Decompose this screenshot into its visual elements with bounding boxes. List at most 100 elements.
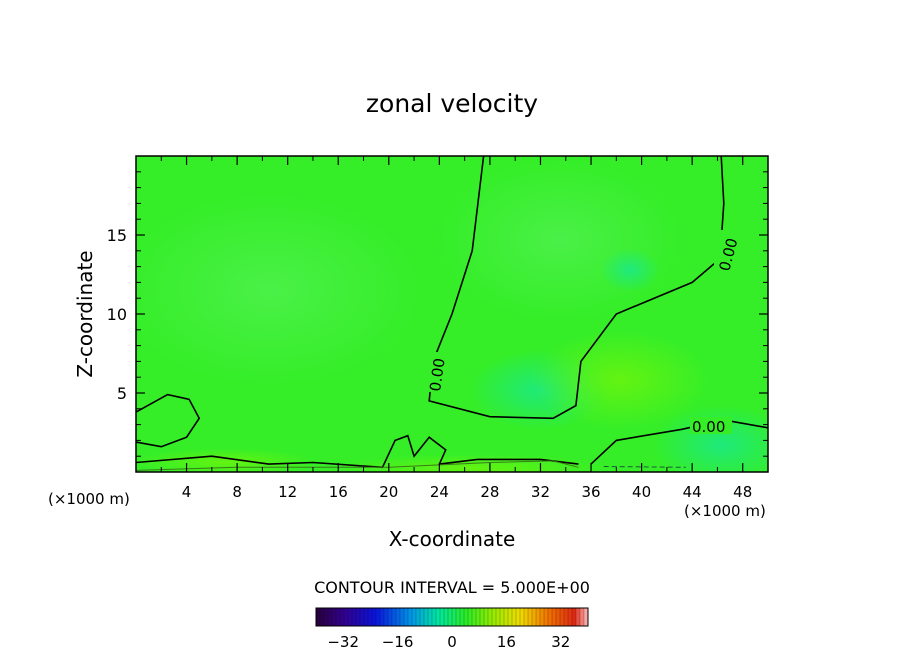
colorbar-cell	[572, 608, 577, 626]
colorbar-tick-label: −16	[382, 633, 414, 651]
colorbar-cell	[412, 608, 417, 626]
colorbar-cell	[344, 608, 349, 626]
x-unit-right: (×1000 m)	[684, 502, 766, 520]
colorbar-cell	[488, 608, 493, 626]
x-axis-label: X-coordinate	[389, 527, 516, 551]
x-tick-label: 4	[182, 483, 192, 501]
zero-contour	[136, 393, 201, 448]
colorbar-cell	[356, 608, 361, 626]
colorbar-cell	[336, 608, 341, 626]
colorbar-cell	[520, 608, 525, 626]
colorbar-cell	[340, 608, 345, 626]
colorbar-cell	[560, 608, 565, 626]
y-tick-label: 10	[107, 305, 127, 324]
field-patch-negative	[600, 248, 660, 292]
plot-area	[136, 156, 768, 472]
colorbar-cell	[368, 608, 373, 626]
colorbar-cell	[492, 608, 497, 626]
colorbar-cell	[452, 608, 457, 626]
colorbar-cell	[324, 608, 329, 626]
x-tick-label: 40	[632, 483, 651, 501]
colorbar-cell	[384, 608, 389, 626]
colorbar-cell	[420, 608, 425, 626]
contour-label: 0.00	[692, 418, 725, 436]
colorbar-cell	[532, 608, 537, 626]
colorbar-cell	[568, 608, 573, 626]
colorbar-cell	[388, 608, 393, 626]
colorbar-cell	[428, 608, 433, 626]
colorbar-tick-label: 32	[551, 633, 570, 651]
colorbar-cell	[416, 608, 421, 626]
field-patch-light	[136, 195, 420, 385]
field-patch-positive	[530, 330, 710, 430]
x-tick-label: 8	[232, 483, 242, 501]
colorbar-cell	[348, 608, 353, 626]
x-tick-label: 44	[683, 483, 702, 501]
field-patch-light	[440, 160, 680, 320]
x-tick-label: 16	[329, 483, 348, 501]
colorbar-cell	[448, 608, 453, 626]
colorbar-tick-label: 0	[447, 633, 457, 651]
colorbar-cell	[316, 608, 321, 626]
colorbar-cell	[460, 608, 465, 626]
contour-label-bg	[714, 230, 732, 272]
colorbar-cell	[484, 608, 489, 626]
field-patch-positive	[330, 454, 610, 472]
x-tick-label: 32	[531, 483, 550, 501]
x-tick-label: 28	[480, 483, 499, 501]
y-tick-label: 15	[107, 226, 127, 245]
colorbar-tick-label: 16	[497, 633, 516, 651]
x-tick-label: 24	[430, 483, 449, 501]
colorbar-cell	[512, 608, 517, 626]
colorbar-cell	[584, 608, 589, 626]
y-tick-label: 5	[117, 384, 127, 403]
colorbar-cell	[456, 608, 461, 626]
colorbar-cell	[320, 608, 325, 626]
colorbar-cell	[540, 608, 545, 626]
colorbar-cell	[496, 608, 501, 626]
field-patch-negative	[652, 405, 768, 472]
contour-lines	[136, 156, 768, 471]
colorbar-cell	[444, 608, 449, 626]
colorbar-cell	[328, 608, 333, 626]
colorbar-cell	[404, 608, 409, 626]
colorbar-cell	[468, 608, 473, 626]
x-tick-label: 36	[581, 483, 600, 501]
colorbar-cell	[516, 608, 521, 626]
colorbar-cell	[372, 608, 377, 626]
colorbar-cell	[536, 608, 541, 626]
colorbar-cell	[364, 608, 369, 626]
colorbar-cell	[408, 608, 413, 626]
colorbar-cell	[480, 608, 485, 626]
colorbar-frame	[315, 607, 589, 627]
colorbar	[315, 607, 589, 627]
colorbar-cell	[392, 608, 397, 626]
x-tick-label: 48	[733, 483, 752, 501]
colorbar-tick-label: −32	[327, 633, 359, 651]
colorbar-cell	[464, 608, 469, 626]
x-tick-label: 20	[379, 483, 398, 501]
colorbar-cell	[576, 608, 581, 626]
zero-contour	[590, 419, 768, 465]
colorbar-cell	[396, 608, 401, 626]
colorbar-cell	[440, 608, 445, 626]
colorbar-cell	[332, 608, 337, 626]
negative-contour	[603, 466, 686, 468]
colorbar-cell	[476, 608, 481, 626]
colorbar-cell	[552, 608, 557, 626]
colorbar-cell	[376, 608, 381, 626]
colorbar-cell	[352, 608, 357, 626]
colorbar-cell	[400, 608, 405, 626]
colorbar-cell	[580, 608, 585, 626]
y-axis-label: Z-coordinate	[73, 250, 97, 377]
colorbar-cell	[424, 608, 429, 626]
x-tick-label: 12	[278, 483, 297, 501]
colorbar-cell	[360, 608, 365, 626]
colorbar-cell	[524, 608, 529, 626]
field-patch-positive	[136, 448, 315, 472]
contour-label-bg	[426, 352, 442, 392]
colorbar-cell	[472, 608, 477, 626]
colorbar-cell	[564, 608, 569, 626]
chart-title: zonal velocity	[366, 89, 538, 118]
